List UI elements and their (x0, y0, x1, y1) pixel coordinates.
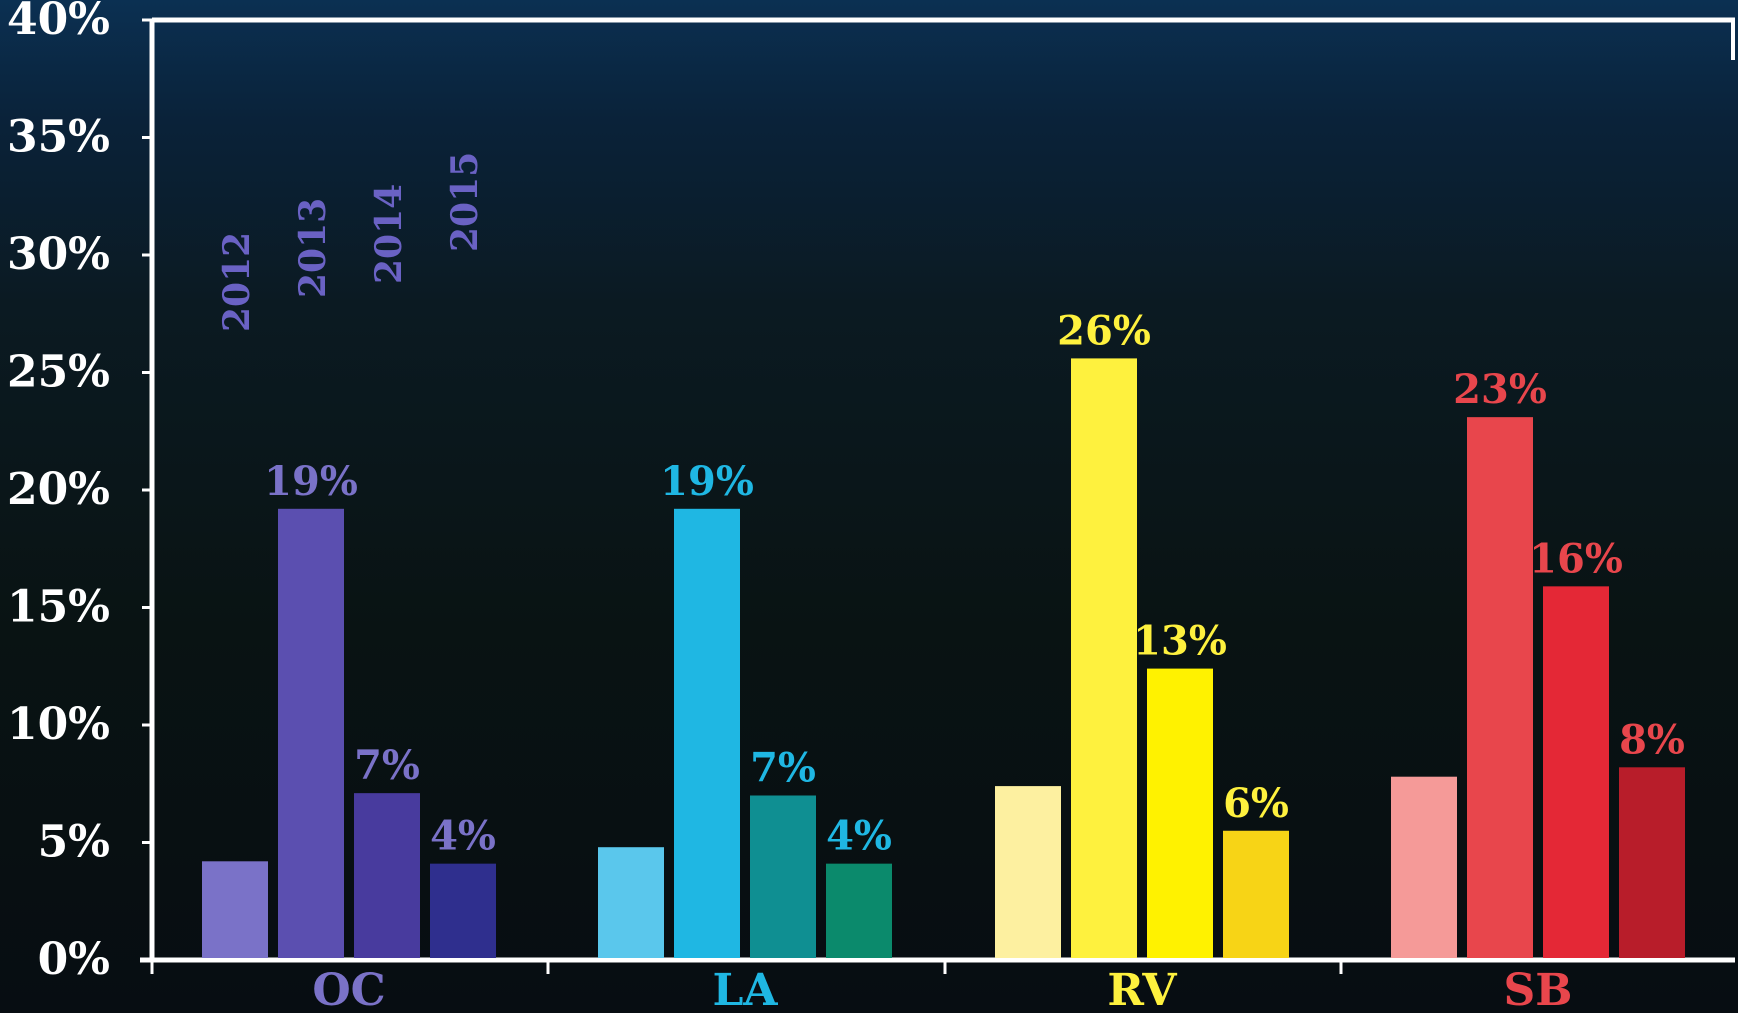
bar-rv-2014 (1147, 668, 1213, 958)
bar-oc-2013 (278, 508, 344, 958)
data-label-oc-2015: 4% (430, 813, 496, 860)
bar-rv-2013 (1071, 358, 1137, 958)
bar-oc-2012 (202, 861, 268, 958)
bars (202, 358, 1685, 958)
data-label-rv-2013: 26% (1057, 307, 1151, 354)
data-label-sb-2013: 23% (1453, 366, 1547, 413)
legend-entry-2014: 2014 (368, 184, 410, 284)
bar-sb-2014 (1543, 586, 1609, 958)
data-label-sb-2015: 8% (1619, 716, 1685, 763)
data-label-rv-2015: 6% (1223, 780, 1289, 827)
data-label-oc-2014: 7% (354, 742, 420, 789)
data-label-rv-2014: 13% (1133, 618, 1227, 665)
y-tick-label: 15% (7, 582, 110, 633)
bar-la-2013 (674, 508, 740, 958)
data-label-sb-2014: 16% (1529, 535, 1623, 582)
bar-rv-2012 (995, 786, 1061, 958)
bar-la-2012 (598, 847, 664, 958)
y-tick-label: 25% (7, 347, 110, 398)
bar-rv-2015 (1223, 830, 1289, 958)
y-tick-label: 10% (7, 699, 110, 750)
data-label-la-2014: 7% (750, 745, 816, 792)
axes (140, 17, 1735, 974)
legend: 2012 2013 2014 2015 (216, 152, 486, 332)
x-tick-label-sb: SB (1504, 965, 1573, 1013)
y-tick-label: 20% (7, 464, 110, 515)
legend-entry-2013: 2013 (292, 198, 334, 298)
y-axis-tick-labels: 0% 5% 10% 15% 20% 25% 30% 35% 40% (7, 0, 152, 985)
data-label-oc-2013: 19% (264, 458, 358, 505)
y-tick-label: 0% (38, 934, 110, 985)
y-tick-label: 5% (38, 817, 110, 868)
bar-oc-2014 (354, 793, 420, 958)
y-tick-label: 35% (7, 112, 110, 163)
y-tick-label: 40% (7, 0, 110, 45)
bar-la-2015 (826, 863, 892, 958)
value-labels: 19%7%4%19%7%4%26%13%6%23%16%8% (264, 307, 1685, 859)
category-labels: OC LA RV SB (312, 965, 1572, 1013)
bar-sb-2015 (1619, 767, 1685, 958)
data-label-la-2013: 19% (660, 458, 754, 505)
y-tick-label: 30% (7, 229, 110, 280)
x-tick-label-la: LA (712, 965, 778, 1013)
x-tick-label-rv: RV (1107, 965, 1177, 1013)
bar-oc-2015 (430, 863, 496, 958)
legend-entry-2015: 2015 (444, 152, 486, 252)
x-tick-label-oc: OC (312, 965, 385, 1013)
bar-la-2014 (750, 795, 816, 958)
bar-sb-2013 (1467, 417, 1533, 958)
bar-sb-2012 (1391, 776, 1457, 958)
legend-entry-2012: 2012 (216, 232, 258, 332)
data-label-la-2015: 4% (826, 813, 892, 860)
